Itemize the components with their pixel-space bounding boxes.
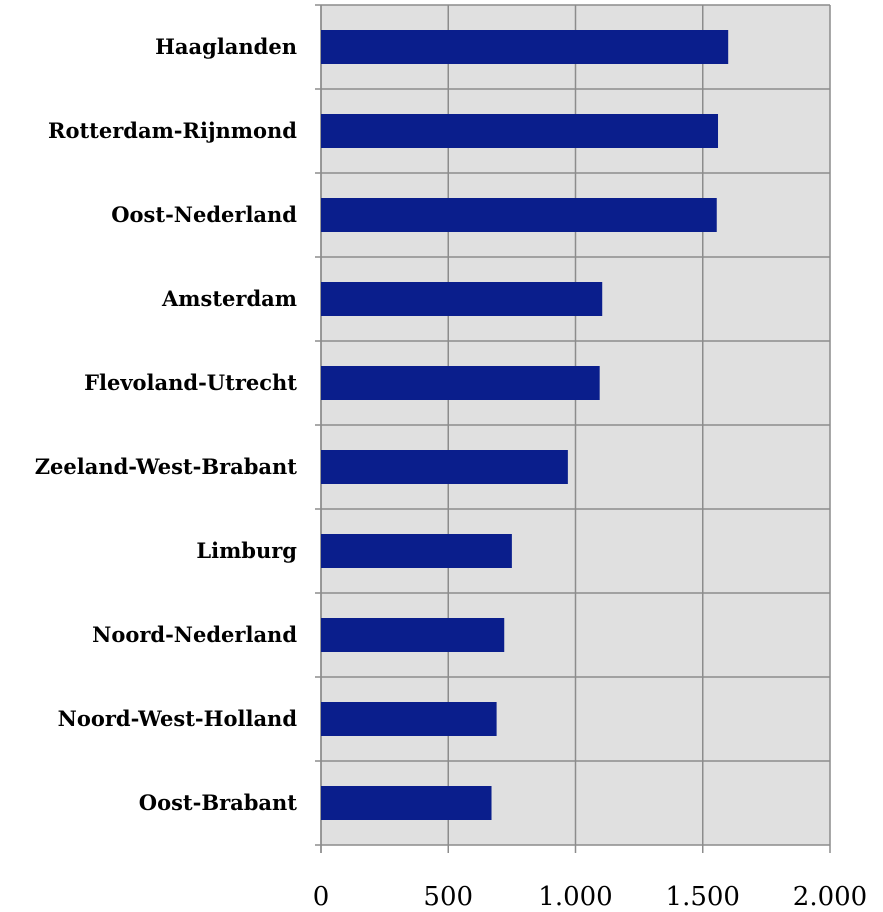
x-tick-label: 500	[423, 882, 473, 912]
category-labels: Haaglanden Rotterdam-Rijnmond Oost-Nederla…	[35, 34, 298, 815]
category-label: Limburg	[196, 538, 297, 563]
category-label: Oost-Nederland	[111, 202, 297, 227]
category-label: Amsterdam	[161, 286, 297, 311]
x-tick-label: 1.000	[538, 882, 612, 912]
x-tick-label: 2.000	[793, 882, 867, 912]
bar	[321, 450, 568, 484]
x-axis: 0 500 1.000 1.500 2.000	[313, 845, 867, 912]
bar	[321, 702, 497, 736]
bar	[321, 618, 505, 652]
category-label: Noord-West-Holland	[58, 706, 298, 731]
x-tick-label: 0	[313, 882, 330, 912]
category-label: Haaglanden	[155, 34, 297, 59]
category-label: Flevoland-Utrecht	[84, 370, 297, 395]
bars	[321, 30, 729, 820]
bar	[321, 282, 603, 316]
bar	[321, 786, 492, 820]
bar	[321, 30, 729, 64]
bar	[321, 534, 512, 568]
category-label: Oost-Brabant	[139, 790, 298, 815]
category-label: Rotterdam-Rijnmond	[48, 118, 297, 143]
bar	[321, 366, 600, 400]
x-tick-label: 1.500	[666, 882, 740, 912]
category-label: Noord-Nederland	[92, 622, 297, 647]
bar	[321, 114, 719, 148]
bar	[321, 198, 717, 232]
category-label: Zeeland-West-Brabant	[35, 454, 298, 479]
